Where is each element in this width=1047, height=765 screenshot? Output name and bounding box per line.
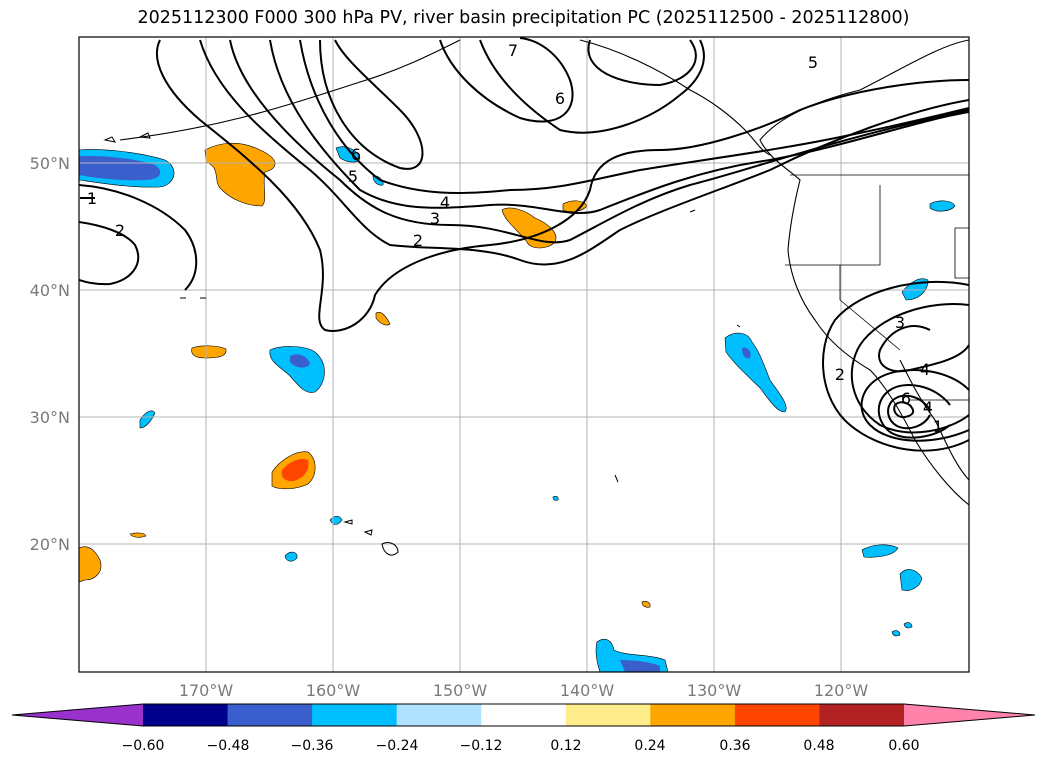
colorbar-segment — [650, 704, 736, 726]
contour-label: 3 — [430, 209, 440, 228]
pv-contour-7 — [439, 37, 574, 123]
colorbar-tick: −0.36 — [291, 738, 334, 754]
contour-label: 7 — [508, 41, 518, 60]
precip-fills — [79, 142, 956, 672]
colorbar-segment — [819, 704, 905, 726]
colorbar-tick: −0.48 — [207, 738, 250, 754]
contour-label: 4 — [923, 398, 933, 417]
lat-labels: 50°N 40°N 30°N 20°N — [30, 154, 70, 554]
contour-label: 5 — [348, 167, 358, 186]
lat-label: 50°N — [30, 154, 70, 173]
pv-cutoff-outer — [822, 280, 969, 452]
lon-label: 170°W — [179, 681, 234, 700]
lat-label: 40°N — [30, 281, 70, 300]
lon-label: 120°W — [814, 681, 869, 700]
colorbar-segment — [143, 704, 229, 726]
colorbar-segment — [734, 704, 820, 726]
colorbar-tick: 0.36 — [719, 738, 750, 754]
precip-blob-orange-1 — [204, 142, 276, 207]
map-title: 2025112300 F000 300 hPa PV, river basin … — [137, 8, 910, 28]
contour-label: 6 — [901, 389, 911, 408]
pv-contour-1 — [79, 184, 198, 291]
gridlines — [79, 37, 969, 672]
colorbar-segment — [312, 704, 398, 726]
lon-label: 160°W — [306, 681, 361, 700]
contour-label: 2 — [115, 221, 125, 240]
precip-blob-blue-2 — [724, 332, 787, 413]
lon-labels: 170°W 160°W 150°W 140°W 130°W 120°W — [179, 681, 869, 700]
lon-label: 140°W — [560, 681, 615, 700]
colorbar-tick: −0.12 — [460, 738, 503, 754]
contour-labels: 1 2 2 3 4 5 6 6 7 5 3 4 2 6 4 1 — [87, 41, 943, 436]
contour-label: 6 — [351, 145, 361, 164]
contour-label: 2 — [413, 231, 423, 250]
precip-blob-blue-1 — [269, 346, 325, 393]
contour-label: 5 — [808, 53, 818, 72]
lon-label: 150°W — [433, 681, 488, 700]
pv-contour-2 — [79, 221, 140, 286]
colorbar-tick: −0.24 — [376, 738, 419, 754]
colorbar-tick: 0.48 — [803, 738, 834, 754]
contour-label: 2 — [835, 365, 845, 384]
map-frame — [78, 36, 970, 673]
contour-label: 4 — [440, 193, 450, 212]
colorbar-segment — [396, 704, 482, 726]
colorbar-segment — [227, 704, 313, 726]
colorbar-tick: 0.24 — [634, 738, 665, 754]
pv-contours — [79, 37, 969, 452]
colorbar-right-arrow — [904, 704, 1035, 726]
colorbar-tick: −0.60 — [122, 738, 165, 754]
colorbar-ticks: −0.60 −0.48 −0.36 −0.24 −0.12 0.12 0.24 … — [122, 738, 920, 754]
lat-label: 30°N — [30, 408, 70, 427]
colorbar-segment — [565, 704, 651, 726]
contour-label: 6 — [555, 89, 565, 108]
colorbar-segment — [481, 704, 567, 726]
lon-label: 130°W — [687, 681, 742, 700]
pv-contour-outer — [155, 39, 969, 332]
contour-label: 1 — [933, 417, 943, 436]
lat-label: 20°N — [30, 535, 70, 554]
contour-label: 1 — [87, 189, 97, 208]
colorbar-left-arrow — [12, 704, 143, 726]
contour-label: 4 — [920, 360, 930, 379]
colorbar: −0.60 −0.48 −0.36 −0.24 −0.12 0.12 0.24 … — [11, 703, 1036, 754]
colorbar-tick: 0.60 — [888, 738, 919, 754]
colorbar-tick: 0.12 — [550, 738, 581, 754]
contour-label: 3 — [895, 313, 905, 332]
islands — [103, 132, 741, 556]
